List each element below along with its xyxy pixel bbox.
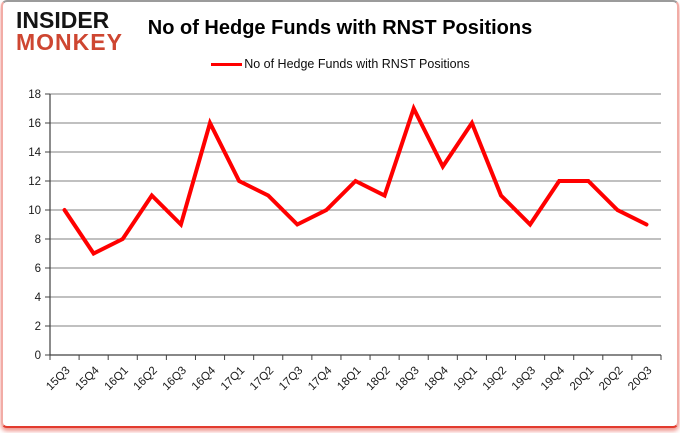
x-tick-label: 17Q3 — [277, 365, 305, 393]
legend: No of Hedge Funds with RNST Positions — [3, 57, 677, 71]
plot-area: 0 2 4 6 8 10 12 14 16 18 15Q3 15Q4 16Q1 16Q2 16Q3 16Q4 1… — [3, 2, 680, 433]
y-tick-label: 6 — [35, 263, 41, 275]
y-tick-label: 14 — [28, 147, 41, 159]
x-tick-label: 16Q4 — [190, 364, 219, 393]
x-tick-label: 17Q2 — [248, 365, 276, 393]
y-tick-label: 12 — [28, 176, 41, 188]
x-tick-label: 19Q4 — [539, 364, 568, 393]
x-tick-label: 19Q1 — [452, 365, 480, 393]
series-line-rnst — [62, 103, 649, 257]
y-tick-label: 10 — [28, 205, 41, 217]
y-tick-label: 4 — [35, 292, 42, 304]
logo-word-monkey: MONKEY — [16, 29, 123, 56]
x-tick-label: 17Q4 — [306, 364, 335, 393]
x-tick-label: 16Q3 — [161, 365, 189, 393]
legend-label: No of Hedge Funds with RNST Positions — [244, 57, 470, 71]
y-tick-label: 0 — [35, 350, 41, 362]
y-tick-label: 16 — [28, 118, 41, 130]
x-tick-label: 15Q3 — [44, 365, 72, 393]
x-tick-label: 16Q2 — [132, 365, 160, 393]
y-tick-label: 8 — [35, 234, 41, 246]
x-tick-label: 15Q4 — [73, 364, 102, 393]
x-tick-label: 16Q1 — [102, 365, 130, 393]
y-tick-label: 18 — [28, 89, 41, 101]
x-tick-label: 19Q2 — [481, 365, 509, 393]
x-tick-label: 20Q2 — [597, 365, 625, 393]
x-tick-label: 19Q3 — [510, 365, 538, 393]
x-tick-label: 20Q3 — [626, 365, 654, 393]
x-tick-label: 18Q1 — [335, 365, 363, 393]
logo-word-insider: INSIDER — [16, 7, 110, 33]
chart-title: No of Hedge Funds with RNST Positions — [147, 17, 533, 39]
x-tick-label: 18Q4 — [423, 364, 452, 393]
x-tick-label: 18Q3 — [393, 365, 421, 393]
x-tick-label: 17Q1 — [219, 365, 247, 393]
y-tick-label: 2 — [35, 321, 41, 333]
insider-monkey-logo: INSIDER MONKEY — [16, 7, 123, 56]
x-tick-label: 18Q2 — [364, 365, 392, 393]
x-tick-label: 20Q1 — [568, 365, 596, 393]
legend-line-marker — [211, 62, 243, 66]
